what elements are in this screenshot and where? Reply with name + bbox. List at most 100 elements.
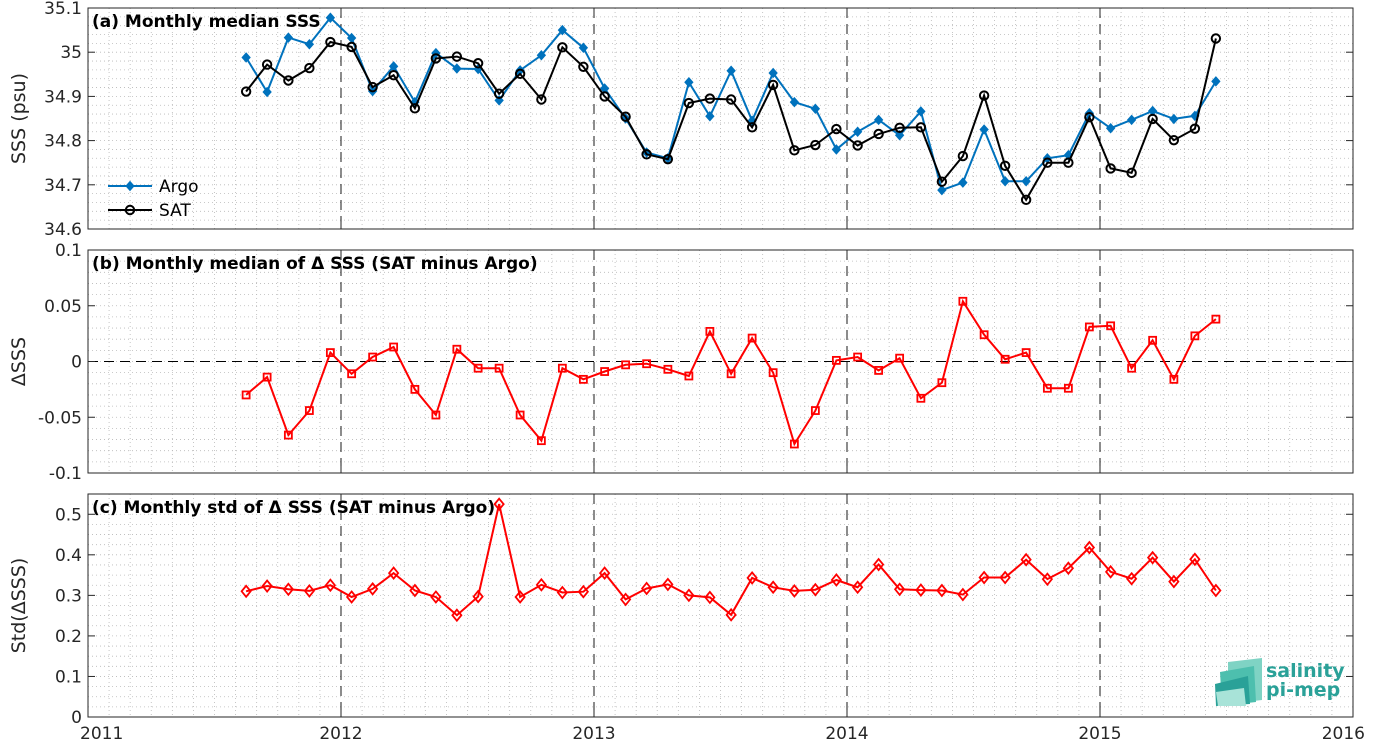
data-point: [366, 581, 379, 596]
data-point: [852, 126, 863, 138]
data-point: [1063, 157, 1074, 168]
data-point: [389, 342, 399, 352]
y-axis-label: Std(ΔSSS): [8, 558, 30, 654]
data-point: [514, 590, 526, 604]
data-point: [852, 140, 863, 151]
data-point: [304, 62, 315, 74]
data-point: [767, 79, 779, 91]
data-point: [1042, 157, 1053, 168]
data-point: [979, 330, 989, 340]
data-point: [556, 585, 569, 600]
series-line: [245, 298, 1217, 447]
y-tick-label: 0.4: [55, 546, 82, 566]
data-point: [241, 390, 251, 400]
data-point: [895, 353, 905, 363]
panel-3: 0 0.1 0.2 0.3 0.4 0.5 Std(ΔSSS) (c) Monthly std…: [8, 493, 1365, 744]
data-point: [1125, 571, 1138, 586]
y-axis-label: SSS (psu): [8, 73, 30, 164]
data-point: [1083, 540, 1096, 555]
data-point: [872, 557, 885, 572]
data-point: [599, 91, 610, 102]
data-point: [1210, 33, 1222, 44]
data-point: [915, 583, 927, 598]
data-point: [303, 583, 316, 598]
data-point: [704, 590, 716, 605]
data-point: [493, 497, 505, 512]
data-point: [535, 577, 548, 592]
y-tick-label: 0.5: [55, 505, 82, 525]
data-point: [768, 368, 778, 378]
data-point: [409, 103, 421, 114]
data-point: [1148, 335, 1158, 345]
x-tick-label: 2014: [825, 724, 868, 744]
y-tick-label: 0: [71, 708, 82, 728]
logo-wave-shape: [1216, 688, 1246, 706]
data-point: [999, 570, 1011, 585]
data-point: [810, 406, 820, 415]
data-point: [916, 106, 926, 117]
data-point: [810, 139, 821, 151]
y-tick-label: -0.1: [49, 464, 82, 484]
data-point: [1041, 572, 1054, 587]
x-tick-label: 2011: [80, 724, 123, 744]
data-point: [325, 36, 336, 48]
data-point: [536, 436, 546, 446]
data-point: [663, 364, 673, 374]
data-point: [874, 366, 884, 375]
data-point: [810, 103, 821, 115]
data-point: [1190, 331, 1200, 341]
data-point: [557, 363, 567, 373]
data-point: [1189, 123, 1201, 134]
data-point: [894, 130, 905, 141]
data-point: [409, 583, 421, 598]
data-point: [873, 128, 884, 140]
data-point: [894, 122, 905, 133]
axes-box: [87, 493, 1354, 718]
data-point: [345, 590, 358, 604]
panel-title: (c) Monthly std of Δ SSS (SAT minus Argo…: [92, 498, 495, 518]
data-point: [1106, 321, 1116, 331]
data-point: [240, 86, 252, 97]
data-point: [388, 69, 399, 81]
data-point: [241, 52, 251, 63]
data-point: [1000, 354, 1010, 364]
data-point: [452, 63, 462, 74]
data-point: [726, 65, 736, 77]
data-point: [283, 430, 293, 440]
data-point: [578, 42, 589, 54]
data-point: [873, 114, 884, 126]
data-point: [705, 326, 715, 336]
data-point: [325, 348, 335, 357]
data-point: [430, 53, 442, 64]
data-point: [978, 90, 990, 101]
data-point: [304, 406, 314, 415]
data-point: [662, 153, 674, 165]
data-point: [936, 583, 948, 598]
y-tick-label: 34.9: [44, 87, 82, 107]
data-point: [958, 177, 968, 188]
panel-title: (a) Monthly median SSS: [92, 12, 321, 32]
y-tick-label: 0.05: [44, 297, 82, 317]
data-point: [684, 77, 694, 88]
data-point: [262, 372, 272, 382]
series-delta: [240, 497, 1222, 623]
data-point: [915, 122, 927, 133]
data-point: [600, 367, 610, 376]
data-point: [1042, 383, 1052, 393]
data-point: [1021, 348, 1031, 357]
data-point: [684, 371, 694, 381]
logo-wave-icon: [1215, 658, 1262, 706]
data-point: [1189, 552, 1201, 567]
data-point: [1126, 167, 1137, 179]
data-point: [768, 67, 778, 79]
data-point: [1063, 383, 1073, 393]
data-point: [1020, 552, 1032, 567]
data-point: [1211, 76, 1221, 87]
data-point: [536, 50, 547, 61]
data-point: [451, 608, 463, 623]
y-tick-label: 34.6: [44, 220, 82, 240]
data-point: [430, 590, 442, 604]
data-point: [557, 42, 568, 53]
